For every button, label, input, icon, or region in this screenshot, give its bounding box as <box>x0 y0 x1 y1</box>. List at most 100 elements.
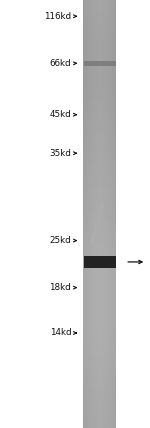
Bar <box>83 332 116 333</box>
Bar <box>83 14 116 15</box>
Bar <box>83 356 116 357</box>
Bar <box>83 77 116 78</box>
Bar <box>87 0 88 428</box>
Bar <box>83 142 116 143</box>
Bar <box>83 111 116 112</box>
Bar <box>83 145 116 146</box>
Bar <box>83 355 116 356</box>
Text: 35kd: 35kd <box>49 149 71 158</box>
Bar <box>83 78 116 79</box>
Bar <box>83 389 116 390</box>
Bar <box>83 369 116 370</box>
Bar <box>83 396 116 397</box>
Bar <box>83 262 116 263</box>
Bar <box>83 148 116 149</box>
Bar <box>83 45 116 46</box>
Bar <box>83 103 116 104</box>
Bar <box>83 264 116 265</box>
Bar <box>83 4 116 5</box>
Bar <box>110 0 111 428</box>
Bar <box>83 182 116 183</box>
Bar <box>83 277 116 278</box>
Bar <box>83 95 116 96</box>
Bar <box>83 395 116 396</box>
Bar <box>83 6 116 8</box>
Bar <box>90 0 91 428</box>
Bar <box>83 292 116 293</box>
Bar <box>83 357 116 359</box>
Bar <box>83 108 116 109</box>
Bar <box>83 276 116 277</box>
Bar <box>83 220 116 222</box>
Bar <box>83 75 116 76</box>
Bar <box>83 212 116 213</box>
Bar <box>83 201 116 202</box>
Bar <box>83 241 116 242</box>
Bar <box>83 266 116 268</box>
Bar <box>83 244 116 245</box>
Bar <box>83 200 116 201</box>
Bar <box>83 240 116 241</box>
Bar <box>83 58 116 59</box>
Bar <box>83 213 116 214</box>
Bar <box>83 242 116 243</box>
Bar <box>83 42 116 43</box>
Bar <box>83 417 116 419</box>
Bar <box>83 249 116 250</box>
Bar <box>83 192 116 193</box>
Bar <box>83 181 116 182</box>
Bar <box>83 410 116 411</box>
Bar <box>83 286 116 287</box>
Bar <box>98 0 99 428</box>
Bar <box>83 411 116 412</box>
Bar <box>83 123 116 124</box>
Bar <box>83 154 116 155</box>
Bar <box>83 350 116 351</box>
Bar <box>93 0 94 428</box>
Bar <box>83 422 116 423</box>
Bar <box>83 30 116 31</box>
Bar <box>83 122 116 123</box>
Bar <box>83 322 116 323</box>
Bar <box>83 90 116 91</box>
Bar <box>83 354 116 355</box>
Bar <box>83 32 116 33</box>
Bar <box>83 383 116 384</box>
Bar <box>83 104 116 105</box>
Bar <box>83 364 116 365</box>
Bar <box>83 275 116 276</box>
Bar <box>83 317 116 318</box>
Bar <box>83 178 116 179</box>
Bar <box>83 96 116 98</box>
Bar <box>83 166 116 167</box>
Bar <box>83 151 116 152</box>
Bar <box>83 256 116 257</box>
Bar <box>83 184 116 185</box>
Bar <box>105 0 106 428</box>
Bar <box>83 87 116 88</box>
Bar <box>83 224 116 225</box>
Bar <box>83 273 116 274</box>
Bar <box>83 134 116 135</box>
Text: 18kd: 18kd <box>50 283 71 292</box>
Bar <box>83 26 116 27</box>
Bar <box>83 196 116 197</box>
Bar <box>83 207 116 208</box>
Bar <box>83 211 116 212</box>
Bar <box>83 51 116 53</box>
Bar <box>83 427 116 428</box>
Bar <box>83 329 116 330</box>
Bar <box>83 195 116 196</box>
Bar <box>83 210 116 211</box>
Bar <box>83 346 116 347</box>
Bar <box>83 352 116 353</box>
Bar <box>83 56 116 57</box>
Bar <box>83 110 116 111</box>
Bar <box>83 162 116 163</box>
Bar <box>83 105 116 106</box>
Bar <box>83 278 116 279</box>
Bar <box>83 86 116 87</box>
Bar <box>83 47 116 48</box>
Bar <box>83 188 116 190</box>
Bar <box>83 305 116 306</box>
